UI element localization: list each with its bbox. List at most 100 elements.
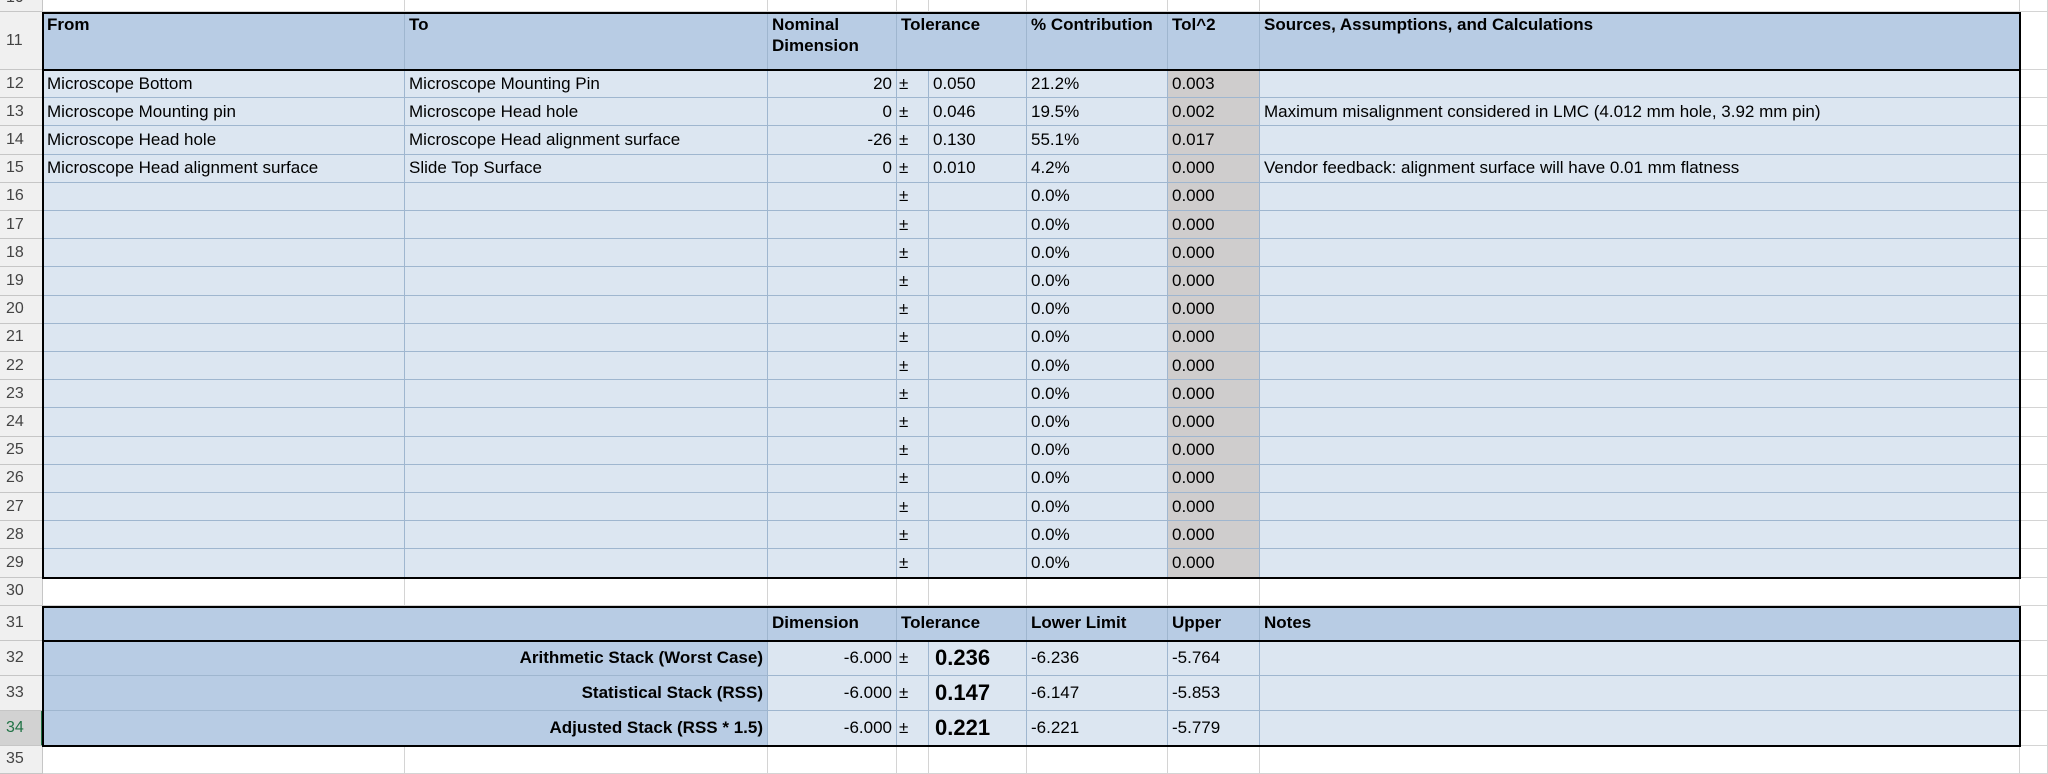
table-cell: Microscope Bottom xyxy=(43,70,405,99)
empty-cell xyxy=(43,745,405,774)
gutter-cell xyxy=(2020,126,2048,155)
table-cell xyxy=(768,211,897,240)
summary-cell xyxy=(1260,675,2020,711)
table-cell: 0.000 xyxy=(1168,267,1260,296)
summary-cell: -6.000 xyxy=(768,710,897,746)
empty-cell xyxy=(43,0,405,12)
table-cell: ± xyxy=(897,239,929,268)
summary-cell: ± xyxy=(897,640,929,676)
table-cell: 0.000 xyxy=(1168,464,1260,493)
table-cell xyxy=(405,182,768,211)
table-cell: Microscope Head hole xyxy=(405,98,768,127)
row-header: 32 xyxy=(0,640,43,676)
empty-cell xyxy=(405,745,768,774)
table-cell: ± xyxy=(897,464,929,493)
gutter-cell xyxy=(2020,239,2048,268)
row-header: 19 xyxy=(0,267,43,296)
column-header: To xyxy=(405,12,768,70)
table-cell xyxy=(929,211,1027,240)
row-header: 26 xyxy=(0,464,43,493)
table-cell: ± xyxy=(897,211,929,240)
table-cell: ± xyxy=(897,70,929,99)
table-cell: 0.000 xyxy=(1168,493,1260,522)
gutter-cell xyxy=(2020,745,2048,774)
table-cell: ± xyxy=(897,493,929,522)
table-cell: 0.0% xyxy=(1027,493,1168,522)
summary-column-header: Tolerance xyxy=(897,605,1027,641)
table-cell: 0.0% xyxy=(1027,323,1168,352)
table-cell xyxy=(43,549,405,578)
table-cell xyxy=(1260,323,2020,352)
column-header: Nominal Dimension xyxy=(768,12,897,70)
table-cell xyxy=(929,549,1027,578)
table-cell xyxy=(43,267,405,296)
gutter-cell xyxy=(2020,295,2048,324)
table-cell xyxy=(43,464,405,493)
table-cell xyxy=(405,464,768,493)
table-cell xyxy=(768,267,897,296)
row-header: 31 xyxy=(0,605,43,641)
table-cell: 0.0% xyxy=(1027,436,1168,465)
summary-label: Statistical Stack (RSS) xyxy=(43,675,768,711)
gutter-cell xyxy=(2020,12,2048,70)
row-header: 25 xyxy=(0,436,43,465)
row-header: 20 xyxy=(0,295,43,324)
table-cell xyxy=(1260,126,2020,155)
gutter-cell xyxy=(2020,675,2048,711)
row-header: 10 xyxy=(0,0,43,12)
table-cell: Microscope Mounting Pin xyxy=(405,70,768,99)
table-cell xyxy=(1260,521,2020,550)
gutter-cell xyxy=(2020,154,2048,183)
column-header: From xyxy=(43,12,405,70)
table-cell xyxy=(1260,549,2020,578)
table-cell: Vendor feedback: alignment surface will … xyxy=(1260,154,2020,183)
summary-cell: -5.853 xyxy=(1168,675,1260,711)
empty-cell xyxy=(897,577,929,606)
table-cell xyxy=(768,549,897,578)
table-cell xyxy=(1260,380,2020,409)
table-cell xyxy=(1260,408,2020,437)
summary-cell: ± xyxy=(897,710,929,746)
gutter-cell xyxy=(2020,0,2048,12)
gutter-cell xyxy=(2020,267,2048,296)
table-cell: ± xyxy=(897,380,929,409)
empty-cell xyxy=(768,577,897,606)
empty-cell xyxy=(405,0,768,12)
table-cell: Microscope Mounting pin xyxy=(43,98,405,127)
table-cell xyxy=(768,464,897,493)
gutter-cell xyxy=(2020,323,2048,352)
table-cell: 0.0% xyxy=(1027,380,1168,409)
table-cell: Slide Top Surface xyxy=(405,154,768,183)
table-cell: 21.2% xyxy=(1027,70,1168,99)
table-cell: 0.000 xyxy=(1168,521,1260,550)
table-cell: ± xyxy=(897,436,929,465)
table-cell: 0.017 xyxy=(1168,126,1260,155)
gutter-cell xyxy=(2020,408,2048,437)
table-cell: 0.000 xyxy=(1168,239,1260,268)
row-header: 12 xyxy=(0,70,43,99)
table-cell xyxy=(1260,436,2020,465)
row-header: 35 xyxy=(0,745,43,774)
empty-cell xyxy=(43,577,405,606)
stack-tolerance: 0.236 xyxy=(929,640,1027,676)
table-cell xyxy=(43,182,405,211)
gutter-cell xyxy=(2020,98,2048,127)
table-cell xyxy=(768,182,897,211)
table-cell xyxy=(929,408,1027,437)
gutter-cell xyxy=(2020,605,2048,641)
summary-cell: -6.000 xyxy=(768,675,897,711)
table-cell xyxy=(43,408,405,437)
table-cell: 0.000 xyxy=(1168,295,1260,324)
empty-cell xyxy=(405,577,768,606)
gutter-cell xyxy=(2020,436,2048,465)
table-cell xyxy=(929,493,1027,522)
table-cell xyxy=(768,295,897,324)
table-cell: ± xyxy=(897,98,929,127)
table-cell: 0.010 xyxy=(929,154,1027,183)
empty-cell xyxy=(897,745,929,774)
row-header: 18 xyxy=(0,239,43,268)
row-header: 11 xyxy=(0,12,43,70)
table-cell: 0.000 xyxy=(1168,408,1260,437)
gutter-cell xyxy=(2020,549,2048,578)
